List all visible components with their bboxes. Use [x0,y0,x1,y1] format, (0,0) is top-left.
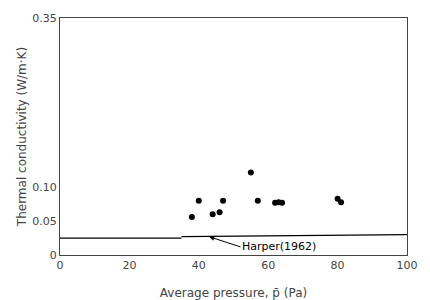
svg-text:80: 80 [331,259,345,272]
svg-text:60: 60 [261,259,275,272]
svg-text:Harper(1962): Harper(1962) [242,240,316,253]
svg-text:100: 100 [397,259,418,272]
svg-text:0.10: 0.10 [32,181,57,194]
svg-text:40: 40 [192,259,206,272]
svg-text:20: 20 [122,259,136,272]
svg-text:0: 0 [50,249,57,262]
svg-text:0: 0 [57,259,64,272]
svg-text:0.05: 0.05 [32,215,57,228]
svg-text:Average pressure, p̄ (Pa): Average pressure, p̄ (Pa) [160,286,307,300]
svg-text:0.35: 0.35 [32,12,57,25]
svg-text:Thermal conductivity (W/m·K): Thermal conductivity (W/m·K) [15,47,29,227]
